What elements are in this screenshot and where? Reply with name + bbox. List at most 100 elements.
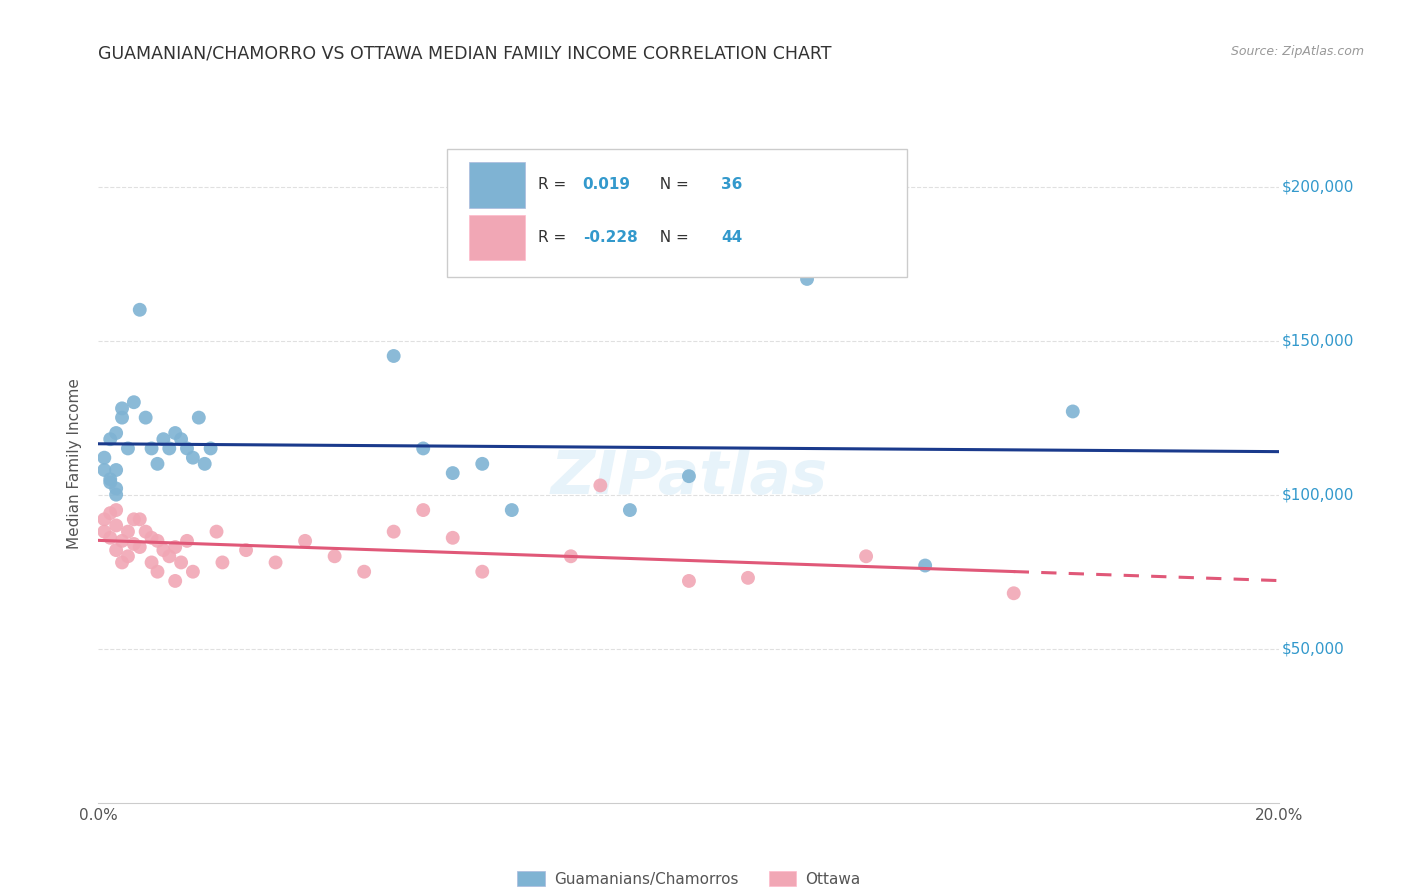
- Text: N =: N =: [650, 230, 693, 244]
- FancyBboxPatch shape: [470, 215, 524, 260]
- Point: [117, 524, 139, 539]
- Point: [111, 401, 134, 416]
- Point: [98, 432, 121, 446]
- Point: [93, 463, 115, 477]
- Point: [211, 556, 233, 570]
- Point: [146, 457, 169, 471]
- Point: [165, 574, 187, 588]
- Point: [141, 442, 163, 456]
- Point: [294, 533, 316, 548]
- Point: [111, 533, 134, 548]
- Point: [471, 565, 494, 579]
- Point: [98, 506, 121, 520]
- Point: [152, 432, 174, 446]
- Point: [1002, 586, 1025, 600]
- Text: $150,000: $150,000: [1282, 333, 1354, 348]
- Point: [678, 469, 700, 483]
- Point: [441, 466, 464, 480]
- Point: [382, 524, 405, 539]
- Point: [98, 475, 121, 490]
- Point: [235, 543, 257, 558]
- Point: [382, 349, 405, 363]
- Text: -0.228: -0.228: [582, 230, 637, 244]
- Text: $100,000: $100,000: [1282, 487, 1354, 502]
- Point: [117, 549, 139, 564]
- Point: [560, 549, 582, 564]
- Point: [135, 524, 157, 539]
- Text: 36: 36: [721, 178, 742, 193]
- Y-axis label: Median Family Income: Median Family Income: [67, 378, 83, 549]
- Point: [105, 518, 128, 533]
- FancyBboxPatch shape: [470, 162, 524, 208]
- Point: [111, 410, 134, 425]
- Point: [205, 524, 228, 539]
- Point: [914, 558, 936, 573]
- Text: GUAMANIAN/CHAMORRO VS OTTAWA MEDIAN FAMILY INCOME CORRELATION CHART: GUAMANIAN/CHAMORRO VS OTTAWA MEDIAN FAMI…: [98, 45, 832, 62]
- Point: [105, 503, 128, 517]
- Point: [122, 537, 145, 551]
- Point: [176, 533, 198, 548]
- Text: R =: R =: [537, 230, 571, 244]
- Point: [678, 574, 700, 588]
- Text: Source: ZipAtlas.com: Source: ZipAtlas.com: [1230, 45, 1364, 58]
- Point: [501, 503, 523, 517]
- Point: [105, 425, 128, 440]
- Point: [187, 410, 209, 425]
- Point: [128, 540, 150, 554]
- Point: [128, 302, 150, 317]
- Point: [141, 531, 163, 545]
- Point: [157, 549, 180, 564]
- Point: [194, 457, 217, 471]
- Point: [98, 531, 121, 545]
- Point: [146, 565, 169, 579]
- Point: [200, 442, 222, 456]
- Point: [98, 472, 121, 486]
- Text: 44: 44: [721, 230, 742, 244]
- Text: $200,000: $200,000: [1282, 179, 1354, 194]
- Point: [105, 543, 128, 558]
- Point: [323, 549, 346, 564]
- Text: R =: R =: [537, 178, 571, 193]
- Point: [353, 565, 375, 579]
- Legend: Guamanians/Chamorros, Ottawa: Guamanians/Chamorros, Ottawa: [510, 864, 868, 892]
- Point: [157, 442, 180, 456]
- Point: [176, 442, 198, 456]
- Point: [181, 565, 204, 579]
- Point: [146, 533, 169, 548]
- Point: [122, 512, 145, 526]
- Point: [165, 540, 187, 554]
- Point: [441, 531, 464, 545]
- Point: [855, 549, 877, 564]
- Point: [128, 512, 150, 526]
- Point: [105, 482, 128, 496]
- Point: [796, 272, 818, 286]
- Point: [111, 556, 134, 570]
- Point: [170, 432, 193, 446]
- Point: [589, 478, 612, 492]
- Text: N =: N =: [650, 178, 693, 193]
- Point: [122, 395, 145, 409]
- Point: [93, 524, 115, 539]
- Point: [264, 556, 287, 570]
- Point: [165, 425, 187, 440]
- Point: [737, 571, 759, 585]
- Point: [135, 410, 157, 425]
- Point: [412, 503, 434, 517]
- Text: $50,000: $50,000: [1282, 641, 1344, 657]
- Point: [181, 450, 204, 465]
- FancyBboxPatch shape: [447, 149, 907, 277]
- Point: [1062, 404, 1084, 418]
- Point: [105, 463, 128, 477]
- Point: [471, 457, 494, 471]
- Text: 0.019: 0.019: [582, 178, 631, 193]
- Point: [93, 512, 115, 526]
- Point: [105, 488, 128, 502]
- Point: [412, 442, 434, 456]
- Point: [619, 503, 641, 517]
- Point: [152, 543, 174, 558]
- Point: [117, 442, 139, 456]
- Point: [141, 556, 163, 570]
- Text: ZIPatlas: ZIPatlas: [550, 448, 828, 507]
- Point: [170, 556, 193, 570]
- Point: [93, 450, 115, 465]
